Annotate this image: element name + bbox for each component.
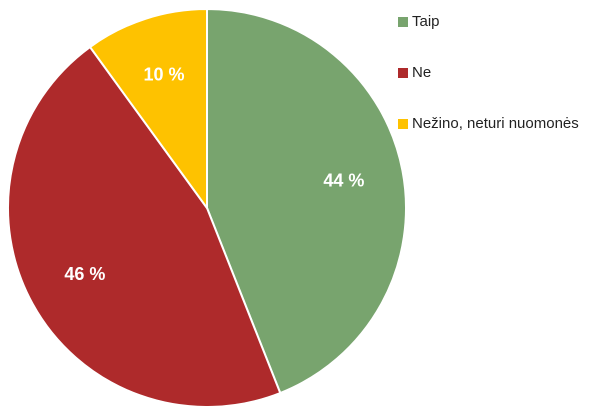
pie-slice	[88, 7, 208, 212]
legend-label: Ne	[412, 64, 431, 81]
value-label: 46 %	[64, 264, 105, 284]
pie-slice	[206, 7, 407, 395]
value-label: 10 %	[143, 64, 184, 84]
pie-slice	[6, 45, 282, 406]
legend-label: Nežino, neturi nuomonės	[412, 115, 579, 132]
legend-swatch	[398, 119, 408, 129]
legend-label: Taip	[412, 13, 440, 30]
value-label: 44 %	[323, 171, 364, 191]
legend-swatch	[398, 17, 408, 27]
legend-swatch	[398, 68, 408, 78]
